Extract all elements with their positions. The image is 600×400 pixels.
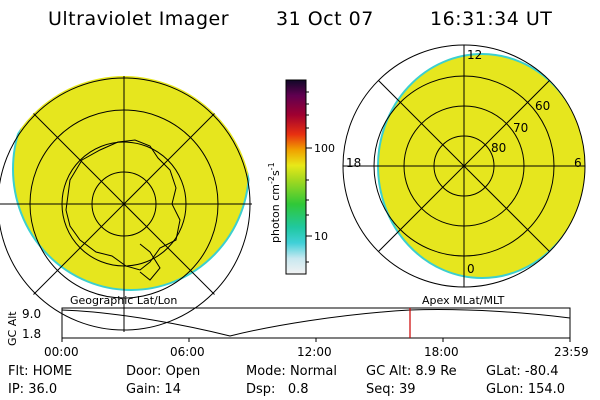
dsp-value: 0.8 bbox=[287, 382, 309, 397]
gcalt-label: GC Alt: bbox=[366, 364, 412, 379]
dsp-info: Dsp: 0.8 bbox=[246, 382, 309, 397]
glat-info: GLat: -80.4 bbox=[486, 364, 559, 379]
altitude-curve bbox=[61, 309, 571, 337]
gain-label: Gain: bbox=[126, 382, 161, 397]
apex-panel-label: Apex MLat/MLT bbox=[422, 294, 505, 307]
filter-info: Flt: HOME bbox=[8, 364, 72, 379]
mlt-label-12: 12 bbox=[467, 48, 482, 62]
gain-info: Gain: 14 bbox=[126, 382, 181, 397]
lat-label-80: 80 bbox=[491, 141, 506, 155]
ip-info: IP: 36.0 bbox=[8, 382, 57, 397]
mlt-label-6: 6 bbox=[574, 156, 582, 170]
aurora-fill-left bbox=[12, 76, 250, 291]
color-bar: 100 10 photon cm-2s-1 bbox=[267, 79, 335, 275]
colorbar-tick-10: 10 bbox=[314, 230, 328, 243]
alt-xtick-0: 00:00 bbox=[44, 345, 79, 359]
glat-label: GLat: bbox=[486, 364, 521, 379]
glon-value: 154.0 bbox=[527, 382, 566, 397]
alt-ylabel: GC Alt bbox=[6, 311, 19, 346]
seq-info: Seq: 39 bbox=[366, 382, 416, 397]
magnetic-map: 12 18 6 0 60 70 80 bbox=[342, 44, 586, 288]
ip-label: IP: bbox=[8, 382, 25, 397]
gain-value: 14 bbox=[164, 382, 181, 397]
colorbar-unit-label: photon cm-2s-1 bbox=[267, 162, 282, 243]
mode-info: Mode: Normal bbox=[246, 364, 337, 379]
geographic-panel-label: Geographic Lat/Lon bbox=[70, 294, 177, 307]
mlt-label-0: 0 bbox=[467, 262, 475, 276]
alt-ytick-1.8: 1.8 bbox=[22, 327, 41, 341]
glon-info: GLon: 154.0 bbox=[486, 382, 565, 397]
glon-label: GLon: bbox=[486, 382, 524, 397]
mode-label: Mode: bbox=[246, 364, 286, 379]
alt-ytick-9: 9.0 bbox=[22, 307, 41, 321]
dsp-label: Dsp: bbox=[246, 382, 276, 397]
door-label: Door: bbox=[126, 364, 162, 379]
glat-value: -80.4 bbox=[524, 364, 559, 379]
altitude-plot: GC Alt 9.0 1.8 00:00 06:00 12:00 18:00 2… bbox=[6, 307, 589, 359]
unit-photon: photon cm bbox=[269, 184, 282, 243]
door-info: Door: Open bbox=[126, 364, 200, 379]
alt-xtick-3: 18:00 bbox=[424, 345, 459, 359]
mode-value: Normal bbox=[289, 364, 337, 379]
alt-xtick-2: 12:00 bbox=[297, 345, 332, 359]
unit-s: s bbox=[269, 170, 282, 176]
lat-label-60: 60 bbox=[535, 99, 550, 113]
seq-label: Seq: bbox=[366, 382, 395, 397]
filter-value: HOME bbox=[32, 364, 73, 379]
unit-sup1: -2 bbox=[267, 176, 276, 184]
seq-value: 39 bbox=[399, 382, 416, 397]
lat-label-70: 70 bbox=[513, 121, 528, 135]
filter-label: Flt: bbox=[8, 364, 29, 379]
gcalt-value: 8.9 Re bbox=[415, 364, 457, 379]
ip-value: 36.0 bbox=[28, 382, 58, 397]
coastline bbox=[65, 139, 181, 271]
date-label: 31 Oct 07 bbox=[276, 8, 374, 30]
time-label: 16:31:34 UT bbox=[430, 8, 553, 30]
app-title: Ultraviolet Imager bbox=[48, 8, 230, 30]
mlt-label-18: 18 bbox=[346, 156, 361, 170]
alt-xtick-1: 06:00 bbox=[170, 345, 205, 359]
alt-xtick-4: 23:59 bbox=[554, 345, 589, 359]
door-value: Open bbox=[165, 364, 201, 379]
geographic-map bbox=[0, 76, 252, 332]
unit-sup2: -1 bbox=[267, 162, 276, 170]
gcalt-info: GC Alt: 8.9 Re bbox=[366, 364, 457, 379]
colorbar-tick-100: 100 bbox=[314, 142, 335, 155]
